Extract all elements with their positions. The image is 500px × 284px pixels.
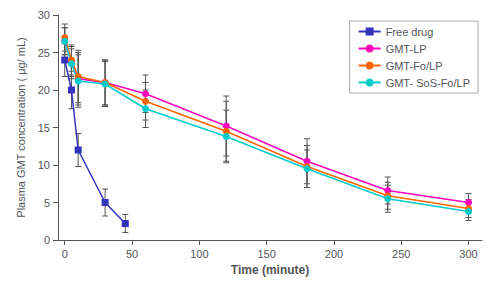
svg-text:30: 30 [38,9,50,21]
svg-text:GMT-LP: GMT-LP [386,43,427,55]
svg-text:250: 250 [392,248,410,260]
svg-text:15: 15 [38,122,50,134]
svg-text:50: 50 [126,248,138,260]
svg-text:100: 100 [190,248,208,260]
svg-text:0: 0 [44,234,50,246]
svg-text:10: 10 [38,159,50,171]
svg-text:0: 0 [62,248,68,260]
svg-text:300: 300 [459,248,477,260]
svg-text:GMT- SoS-Fo/LP: GMT- SoS-Fo/LP [386,77,470,89]
svg-text:20: 20 [38,84,50,96]
svg-text:5: 5 [44,197,50,209]
svg-text:25: 25 [38,47,50,59]
svg-text:Free drug: Free drug [386,26,434,38]
svg-text:Plasma GMT concentration ( μg/: Plasma GMT concentration ( μg/ mL) [15,37,27,217]
svg-text:GMT-Fo/LP: GMT-Fo/LP [386,60,443,72]
svg-text:150: 150 [257,248,275,260]
svg-text:Time (minute): Time (minute) [231,263,309,277]
svg-text:200: 200 [325,248,343,260]
